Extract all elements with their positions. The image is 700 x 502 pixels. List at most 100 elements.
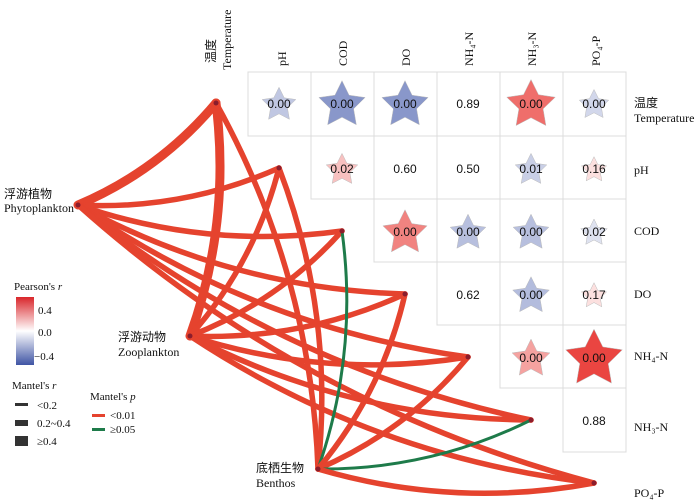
row-header-nh3: NH₃-N — [634, 420, 669, 434]
column-headers: 温度 Temperature pH COD DO NH₄-N NH₃-N PO₄… — [203, 10, 603, 70]
col-header-do: DO — [399, 48, 413, 66]
pearson-colorbar — [16, 297, 34, 365]
col-header-temp-en: Temperature — [220, 10, 234, 70]
correlation-p-value: 0.00 — [330, 97, 354, 111]
correlation-star — [512, 213, 550, 249]
correlation-p-value: 0.50 — [456, 162, 480, 176]
correlation-star — [318, 80, 366, 126]
pearson-tick-low: −0.4 — [34, 351, 54, 363]
pearson-legend-title: Pearson's r — [14, 281, 63, 293]
correlation-p-value: 0.00 — [519, 225, 543, 239]
pearson-tick-zero: 0.0 — [38, 327, 52, 339]
correlation-star — [514, 152, 548, 184]
benthos-label-zh: 底栖生物 — [256, 460, 304, 475]
variable-node — [528, 417, 534, 423]
mantel-r-item-small: <0.2 — [37, 400, 57, 412]
variable-node — [591, 480, 597, 486]
mantel-link — [187, 165, 282, 339]
group-node — [187, 333, 193, 339]
mantel-r-legend: Mantel's r <0.2 0.2~0.4 ≥0.4 — [12, 380, 71, 448]
correlation-p-value: 0.00 — [582, 97, 606, 111]
mantel-r-swatch-small — [15, 403, 28, 406]
mantel-link — [315, 466, 597, 497]
correlation-p-value: 0.00 — [519, 288, 543, 302]
correlation-p-value: 0.00 — [267, 97, 291, 111]
correlation-p-value: 0.00 — [519, 97, 543, 111]
correlation-star — [580, 282, 608, 308]
variable-node — [213, 100, 219, 106]
correlation-matrix-grid — [247, 71, 627, 453]
pearson-tick-high: 0.4 — [38, 305, 52, 317]
link-endpoints — [75, 100, 597, 486]
mantel-p-legend: Mantel's p <0.01 ≥0.05 — [90, 391, 136, 436]
col-header-nh4: NH₄-N — [462, 31, 476, 66]
group-node — [315, 466, 321, 472]
correlation-p-value: 0.16 — [582, 162, 606, 176]
variable-node — [465, 354, 471, 360]
correlation-star — [325, 152, 359, 184]
correlation-p-value: 0.60 — [393, 162, 417, 176]
row-header-ph: pH — [634, 163, 649, 177]
correlation-star — [580, 218, 608, 245]
mantel-p-swatch-sig — [92, 414, 105, 417]
correlation-star — [506, 79, 556, 126]
mantel-link — [75, 202, 345, 240]
mantel-p-item-nonsig: ≥0.05 — [110, 424, 136, 436]
correlation-star — [578, 88, 610, 118]
mantel-link — [75, 202, 471, 360]
phyto-label-en: Phytoplankton — [4, 201, 74, 215]
correlation-p-value: 0.02 — [330, 162, 354, 176]
row-header-cod: COD — [634, 224, 660, 238]
variable-node — [276, 165, 282, 171]
variable-node — [402, 291, 408, 297]
row-header-temp-zh: 温度 — [634, 95, 658, 110]
mantel-link — [315, 354, 471, 472]
correlation-p-value: 0.88 — [582, 414, 606, 428]
mantel-link — [187, 333, 534, 423]
zoo-label-zh: 浮游动物 — [118, 330, 166, 344]
row-header-po4: PO₄-P — [634, 486, 665, 500]
correlation-star — [449, 213, 487, 249]
mantel-link — [316, 229, 349, 471]
correlation-star — [261, 86, 297, 120]
correlation-p-value: 0.00 — [582, 351, 606, 365]
row-header-temp-en: Temperature — [634, 111, 694, 125]
group-node — [75, 202, 81, 208]
correlation-p-value: 0.02 — [582, 225, 606, 239]
row-header-do: DO — [634, 287, 652, 301]
col-header-nh3: NH₃-N — [525, 31, 539, 66]
pearson-legend: Pearson's r 0.4 0.0 −0.4 — [14, 281, 63, 365]
mantel-link — [316, 418, 533, 471]
correlation-stars: 0.00 0.00 0.00 0.89 0.00 0.00 0.02 0.60 0.50 0.01… — [261, 79, 623, 428]
mantel-r-swatch-large — [15, 436, 28, 446]
correlation-p-value: 0.01 — [519, 162, 543, 176]
phyto-label-zh: 浮游植物 — [4, 186, 52, 201]
col-header-ph: pH — [275, 51, 289, 66]
col-header-po4: PO₄-P — [589, 35, 603, 66]
variable-node — [339, 228, 345, 234]
mantel-link — [185, 98, 225, 341]
correlation-star — [511, 338, 551, 376]
zoo-label-en: Zooplankton — [118, 345, 179, 359]
correlation-p-value: 0.00 — [393, 225, 417, 239]
correlation-star — [565, 328, 623, 384]
mantel-link — [75, 202, 534, 423]
matrix-cell — [562, 387, 627, 453]
mantel-link — [187, 228, 345, 339]
row-headers: 温度 Temperature pH COD DO NH₄-N NH₃-N PO₄… — [634, 95, 694, 500]
mantel-link — [213, 100, 321, 472]
correlation-star — [580, 156, 608, 182]
correlation-p-value: 0.00 — [519, 351, 543, 365]
mantel-r-item-large: ≥0.4 — [37, 436, 57, 448]
col-header-cod: COD — [336, 40, 350, 66]
correlation-p-value: 0.00 — [393, 97, 417, 111]
mantel-r-item-medium: 0.2~0.4 — [37, 418, 71, 430]
correlation-p-value: 0.89 — [456, 97, 480, 111]
benthos-label-en: Benthos — [256, 476, 296, 490]
mantel-link — [187, 333, 471, 368]
mantel-r-swatch-medium — [15, 420, 28, 426]
mantel-p-item-sig: <0.01 — [110, 410, 135, 422]
col-header-temp-zh: 温度 — [203, 39, 218, 63]
correlation-p-value: 0.17 — [582, 288, 606, 302]
